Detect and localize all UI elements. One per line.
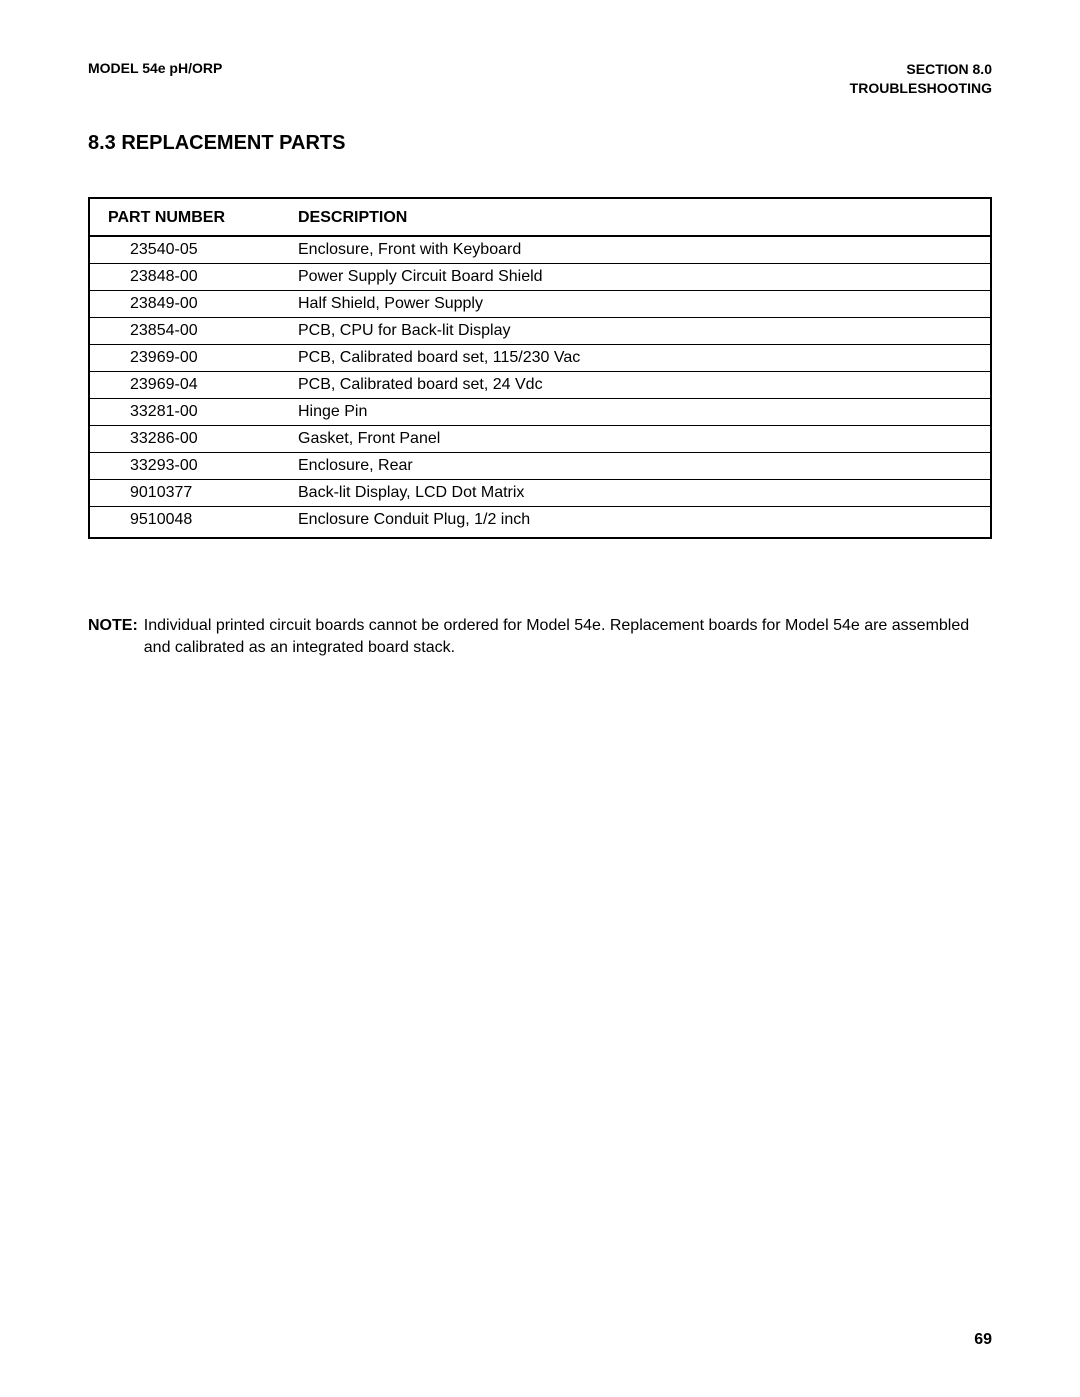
- table-row: 23849-00Half Shield, Power Supply: [90, 291, 990, 318]
- table-row: 33293-00Enclosure, Rear: [90, 453, 990, 480]
- cell-part-number: 23540-05: [108, 241, 298, 259]
- cell-description: Back-lit Display, LCD Dot Matrix: [298, 484, 972, 502]
- table-row: 33281-00Hinge Pin: [90, 399, 990, 426]
- table-body: 23540-05Enclosure, Front with Keyboard23…: [90, 237, 990, 537]
- cell-description: PCB, CPU for Back-lit Display: [298, 322, 972, 340]
- document-page: MODEL 54e pH/ORP SECTION 8.0 TROUBLESHOO…: [0, 0, 1080, 660]
- table-header-row: PART NUMBER DESCRIPTION: [90, 199, 990, 237]
- table-row: 23854-00PCB, CPU for Back-lit Display: [90, 318, 990, 345]
- cell-part-number: 33281-00: [108, 403, 298, 421]
- header-left: MODEL 54e pH/ORP: [88, 60, 222, 76]
- header-subsection: TROUBLESHOOTING: [850, 79, 992, 98]
- table-row: 33286-00Gasket, Front Panel: [90, 426, 990, 453]
- section-heading: 8.3 REPLACEMENT PARTS: [88, 132, 992, 155]
- note-label: NOTE:: [88, 615, 138, 660]
- table-row: 9510048Enclosure Conduit Plug, 1/2 inch: [90, 507, 990, 537]
- cell-part-number: 23848-00: [108, 268, 298, 286]
- note-block: NOTE: Individual printed circuit boards …: [88, 615, 992, 660]
- cell-part-number: 33293-00: [108, 457, 298, 475]
- cell-part-number: 23969-00: [108, 349, 298, 367]
- cell-description: PCB, Calibrated board set, 24 Vdc: [298, 376, 972, 394]
- cell-description: Power Supply Circuit Board Shield: [298, 268, 972, 286]
- cell-part-number: 23854-00: [108, 322, 298, 340]
- page-header: MODEL 54e pH/ORP SECTION 8.0 TROUBLESHOO…: [88, 60, 992, 98]
- cell-description: Gasket, Front Panel: [298, 430, 972, 448]
- cell-description: Enclosure Conduit Plug, 1/2 inch: [298, 511, 972, 529]
- parts-table: PART NUMBER DESCRIPTION 23540-05Enclosur…: [88, 197, 992, 539]
- table-row: 23969-04PCB, Calibrated board set, 24 Vd…: [90, 372, 990, 399]
- cell-part-number: 9010377: [108, 484, 298, 502]
- col-header-description: DESCRIPTION: [298, 209, 972, 227]
- note-text: Individual printed circuit boards cannot…: [144, 615, 992, 660]
- cell-description: Hinge Pin: [298, 403, 972, 421]
- header-section: SECTION 8.0: [850, 60, 992, 79]
- cell-part-number: 23849-00: [108, 295, 298, 313]
- col-header-part-number: PART NUMBER: [108, 209, 298, 227]
- table-row: 23540-05Enclosure, Front with Keyboard: [90, 237, 990, 264]
- cell-description: PCB, Calibrated board set, 115/230 Vac: [298, 349, 972, 367]
- cell-description: Half Shield, Power Supply: [298, 295, 972, 313]
- page-number: 69: [974, 1331, 992, 1349]
- cell-part-number: 33286-00: [108, 430, 298, 448]
- cell-part-number: 9510048: [108, 511, 298, 529]
- cell-description: Enclosure, Rear: [298, 457, 972, 475]
- table-row: 9010377Back-lit Display, LCD Dot Matrix: [90, 480, 990, 507]
- header-right: SECTION 8.0 TROUBLESHOOTING: [850, 60, 992, 98]
- cell-description: Enclosure, Front with Keyboard: [298, 241, 972, 259]
- cell-part-number: 23969-04: [108, 376, 298, 394]
- table-row: 23848-00Power Supply Circuit Board Shiel…: [90, 264, 990, 291]
- table-row: 23969-00PCB, Calibrated board set, 115/2…: [90, 345, 990, 372]
